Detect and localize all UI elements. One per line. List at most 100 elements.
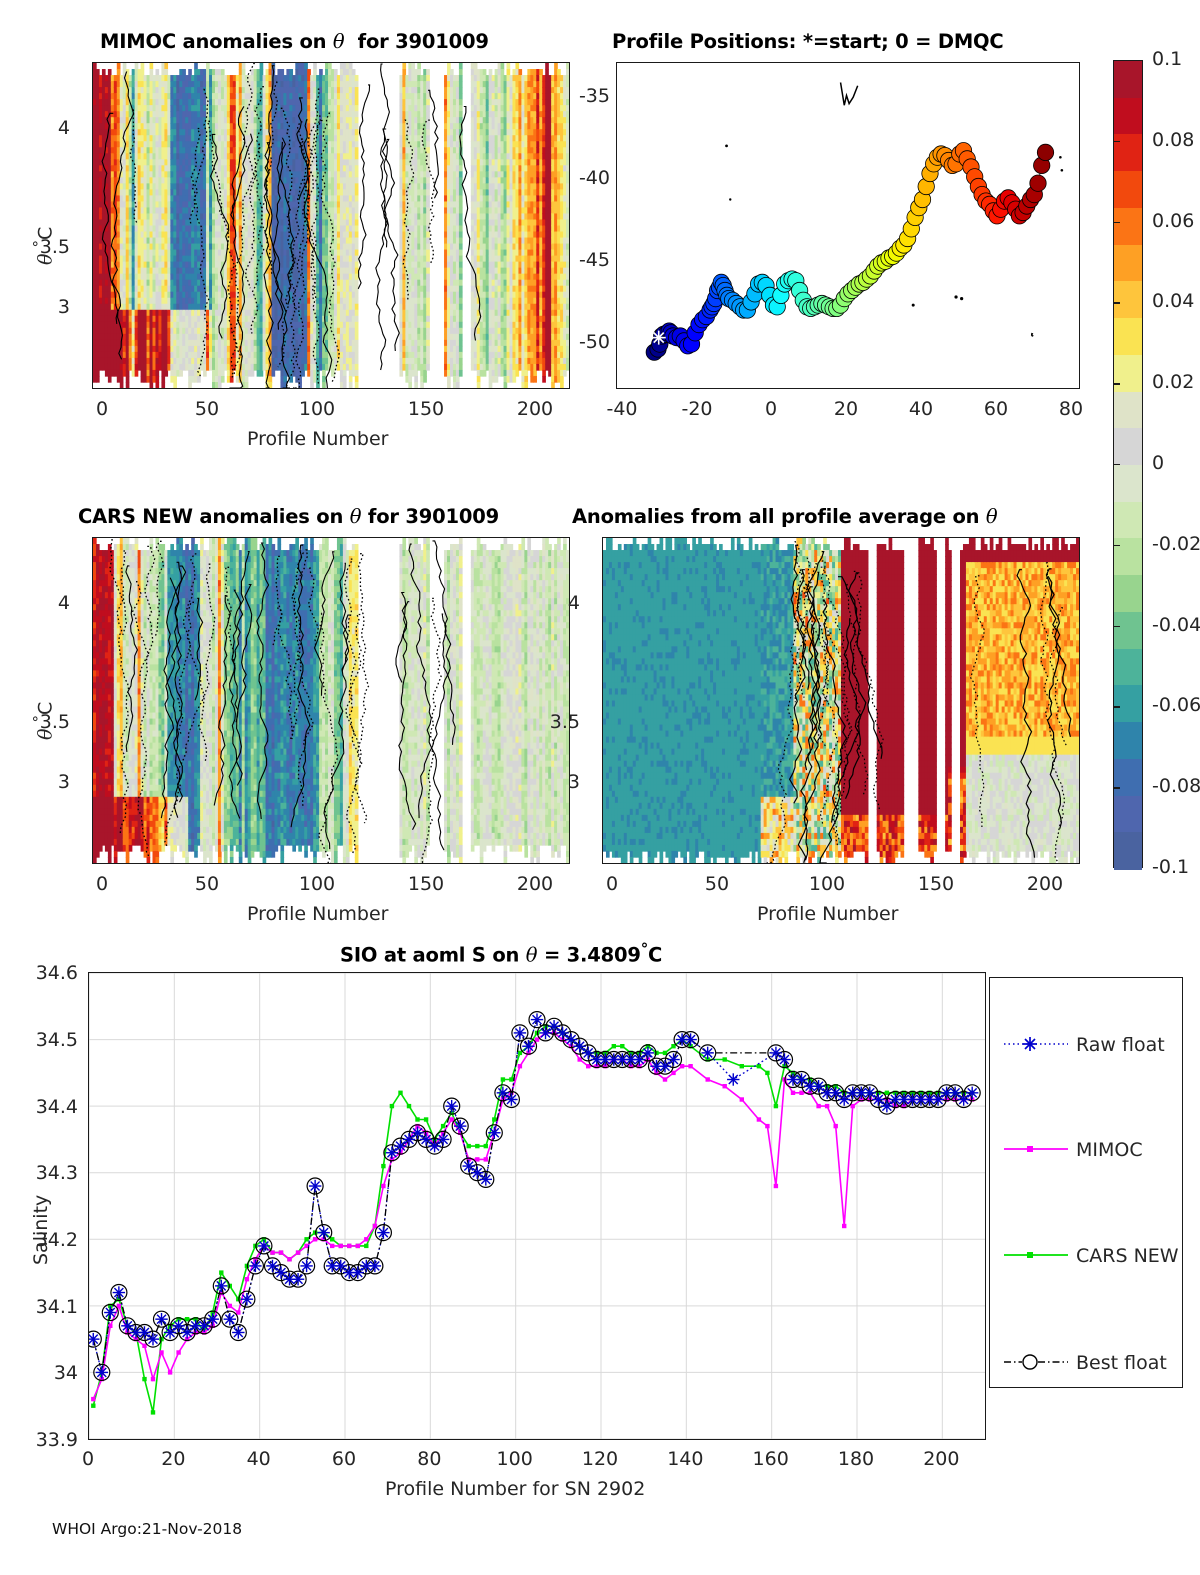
sio-xlabel: Profile Number for SN 2902 bbox=[385, 1478, 645, 1500]
mimoc-anomaly-field bbox=[93, 63, 569, 388]
sio-xtick: 0 bbox=[62, 1448, 114, 1470]
sio-ytick-34-2: 34.2 bbox=[10, 1229, 78, 1251]
sio-ytick-34-1: 34.1 bbox=[10, 1296, 78, 1318]
avg-xlabel: Profile Number bbox=[757, 903, 898, 925]
legend-label-mimoc: MIMOC bbox=[1076, 1139, 1143, 1161]
mimoc-xtick-50: 50 bbox=[189, 398, 225, 420]
cars-ylabel: θ °C bbox=[30, 702, 56, 740]
sio-xtick: 160 bbox=[745, 1448, 797, 1470]
colorbar-tick: -0.02 bbox=[1152, 533, 1200, 555]
map-xtick-20: 20 bbox=[828, 398, 864, 420]
cars-plot-area bbox=[92, 537, 570, 864]
avg-ytick-4: 4 bbox=[530, 592, 580, 614]
sio-title: SIO at aoml S on θ = 3.4809°C bbox=[340, 940, 662, 967]
panel-mimoc-title: MIMOC anomalies on θ for 3901009 bbox=[100, 30, 489, 53]
cars-anomaly-field bbox=[93, 538, 569, 863]
sio-legend: Raw float MIMOC CARS NEW Best float bbox=[989, 977, 1183, 1388]
mimoc-ytick-3-5: 3.5 bbox=[10, 236, 70, 258]
cars-xtick-150: 150 bbox=[404, 873, 448, 895]
cars-ytick-3: 3 bbox=[20, 771, 70, 793]
figure-footer: WHOI Argo:21-Nov-2018 bbox=[52, 1520, 242, 1538]
colorbar-tick: 0.06 bbox=[1152, 210, 1194, 232]
theta-symbol: θ bbox=[986, 505, 998, 528]
mimoc-xtick-0: 0 bbox=[88, 398, 116, 420]
sio-ytick-34-4: 34.4 bbox=[10, 1096, 78, 1118]
colorbar-tick: 0.04 bbox=[1152, 290, 1194, 312]
cars-xtick-0: 0 bbox=[88, 873, 116, 895]
colorbar-tickmark bbox=[1113, 383, 1120, 385]
sio-xtick: 140 bbox=[659, 1448, 711, 1470]
mimoc-plot-area bbox=[92, 62, 570, 389]
map-xtick-40: 40 bbox=[903, 398, 939, 420]
legend-glyph-best-float bbox=[1004, 1354, 1068, 1370]
colorbar-tickmark bbox=[1113, 787, 1120, 789]
sio-ytick-34: 34 bbox=[10, 1362, 78, 1384]
map-ytick--50: -50 bbox=[558, 331, 610, 353]
legend-glyph-cars-new bbox=[1004, 1252, 1068, 1258]
theta-symbol: θ bbox=[526, 944, 538, 967]
avg-xtick-50: 50 bbox=[699, 873, 735, 895]
avg-ytick-3-5: 3.5 bbox=[520, 711, 580, 733]
cars-xtick-100: 100 bbox=[295, 873, 339, 895]
theta-symbol: θ bbox=[34, 254, 56, 265]
anomaly-colorbar bbox=[1113, 60, 1143, 870]
theta-symbol: θ bbox=[350, 505, 362, 528]
theta-symbol: θ bbox=[333, 30, 345, 53]
colorbar-tick: -0.1 bbox=[1152, 856, 1189, 878]
sio-xtick: 20 bbox=[147, 1448, 199, 1470]
legend-label-best-float: Best float bbox=[1076, 1352, 1167, 1374]
colorbar-tickmark bbox=[1113, 302, 1120, 304]
avg-xtick-150: 150 bbox=[914, 873, 958, 895]
map-xtick-0: 0 bbox=[757, 398, 785, 420]
map-title: Profile Positions: *=start; 0 = DMQC bbox=[612, 30, 1004, 53]
mimoc-title-post: for 3901009 bbox=[358, 30, 489, 53]
colorbar-tick: -0.06 bbox=[1152, 694, 1200, 716]
mimoc-xtick-100: 100 bbox=[295, 398, 339, 420]
legend-glyph-mimoc bbox=[1004, 1146, 1068, 1152]
float-trajectory-map bbox=[645, 82, 1064, 361]
sio-xtick: 120 bbox=[574, 1448, 626, 1470]
theta-symbol: θ bbox=[34, 729, 56, 740]
colorbar-tickmark bbox=[1113, 140, 1120, 143]
avg-xtick-0: 0 bbox=[598, 873, 626, 895]
panel-cars-title: CARS NEW anomalies on θ for 3901009 bbox=[78, 505, 499, 528]
sio-xtick: 60 bbox=[318, 1448, 370, 1470]
map-xtick--40: -40 bbox=[600, 398, 644, 420]
colorbar-tickmark bbox=[1113, 544, 1120, 547]
mimoc-ytick-3: 3 bbox=[20, 296, 70, 318]
cars-xtick-50: 50 bbox=[189, 873, 225, 895]
legend-glyphs bbox=[1004, 1037, 1068, 1370]
cars-xlabel: Profile Number bbox=[247, 903, 388, 925]
colorbar-tick: 0.08 bbox=[1152, 129, 1194, 151]
salinity-series-plot bbox=[89, 973, 985, 1439]
sio-xtick: 80 bbox=[403, 1448, 455, 1470]
sio-ytick-33-9: 33.9 bbox=[10, 1429, 78, 1451]
colorbar-tick: 0 bbox=[1152, 452, 1164, 474]
cars-title-post: for 3901009 bbox=[368, 505, 499, 528]
colorbar-tick: -0.04 bbox=[1152, 614, 1200, 636]
map-ytick--45: -45 bbox=[558, 249, 610, 271]
legend-label-cars-new: CARS NEW bbox=[1076, 1245, 1179, 1267]
avg-plot-area bbox=[602, 537, 1080, 864]
mimoc-xtick-150: 150 bbox=[404, 398, 448, 420]
colorbar-tickmark bbox=[1113, 464, 1120, 466]
cars-ytick-4: 4 bbox=[20, 592, 70, 614]
avg-xtick-100: 100 bbox=[805, 873, 849, 895]
avg-ytick-3: 3 bbox=[530, 771, 580, 793]
mimoc-xlabel: Profile Number bbox=[247, 428, 388, 450]
sio-ytick-34-6: 34.6 bbox=[10, 962, 78, 984]
cars-xtick-200: 200 bbox=[513, 873, 557, 895]
map-ytick--35: -35 bbox=[558, 85, 610, 107]
sio-ylabel: Salinity bbox=[30, 1195, 52, 1265]
sio-xtick: 40 bbox=[233, 1448, 285, 1470]
sio-plot-area bbox=[88, 972, 986, 1440]
mimoc-ytick-4: 4 bbox=[20, 117, 70, 139]
map-xtick-80: 80 bbox=[1053, 398, 1089, 420]
sio-ytick-34-3: 34.3 bbox=[10, 1162, 78, 1184]
colorbar-tickmark bbox=[1113, 706, 1120, 708]
cars-ytick-3-5: 3.5 bbox=[10, 711, 70, 733]
mimoc-ylabel-unit: C bbox=[34, 227, 56, 240]
map-xtick--20: -20 bbox=[675, 398, 719, 420]
legend-label-raw-float: Raw float bbox=[1076, 1034, 1165, 1056]
avg-title-pre: Anomalies from all profile average on bbox=[572, 505, 980, 528]
